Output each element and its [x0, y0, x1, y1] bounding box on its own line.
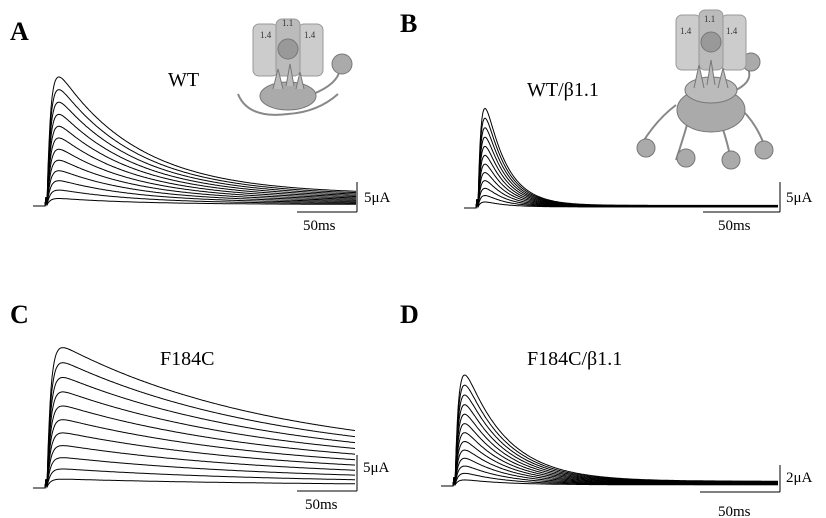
channel-label: 1.4 — [726, 26, 738, 36]
current-trace — [33, 196, 356, 207]
panel-label: C — [10, 300, 29, 329]
current-trace — [33, 432, 356, 489]
current-trace — [33, 189, 356, 207]
time-scale-label: 50ms — [303, 218, 336, 234]
current-trace — [441, 394, 778, 487]
channel-label: 1.4 — [680, 26, 692, 36]
time-scale-label: 50ms — [305, 497, 338, 513]
channel-inset: 1.4 1.1 1.4 — [636, 9, 774, 170]
current-trace — [33, 125, 356, 207]
current-trace — [441, 374, 778, 487]
current-trace — [441, 413, 778, 487]
channel-label: 1.4 — [304, 30, 316, 40]
current-trace — [33, 180, 356, 207]
panel-title: F184C — [160, 348, 214, 370]
panel-label: A — [10, 17, 29, 46]
panel-title: WT/β1.1 — [527, 79, 599, 101]
panel-label: D — [400, 300, 419, 329]
current-trace — [33, 148, 356, 207]
current-trace — [33, 478, 355, 489]
current-trace — [441, 423, 778, 487]
current-scale-label: 5μA — [364, 190, 391, 206]
channel-label: 1.1 — [704, 14, 715, 24]
current-trace — [33, 170, 356, 207]
current-trace — [33, 113, 357, 207]
current-trace — [33, 101, 357, 207]
panel-title: F184C/β1.1 — [527, 348, 622, 370]
time-scale-label: 50ms — [718, 218, 751, 234]
current-trace — [33, 89, 356, 207]
channel-inset: 1.4 1.1 1.4 — [237, 18, 353, 116]
current-trace — [33, 76, 357, 207]
current-trace — [33, 468, 355, 489]
channel-label: 1.4 — [260, 30, 272, 40]
current-trace — [33, 391, 356, 489]
current-trace — [33, 457, 355, 489]
current-trace — [33, 419, 356, 489]
current-trace — [33, 377, 356, 489]
current-trace — [33, 137, 356, 207]
current-scale-label: 5μA — [363, 460, 390, 476]
current-trace — [441, 384, 778, 487]
panel-label: B — [400, 9, 417, 38]
current-scale-label: 5μA — [786, 190, 813, 206]
current-trace — [33, 347, 356, 489]
current-trace — [33, 159, 356, 207]
panel-title: WT — [168, 69, 199, 91]
current-trace — [33, 362, 356, 489]
current-trace — [464, 180, 778, 209]
channel-label: 1.1 — [282, 18, 293, 28]
time-scale-label: 50ms — [718, 504, 751, 518]
current-scale-label: 2μA — [786, 470, 813, 486]
current-trace — [33, 405, 356, 489]
current-trace — [464, 107, 778, 209]
current-trace — [33, 445, 355, 489]
